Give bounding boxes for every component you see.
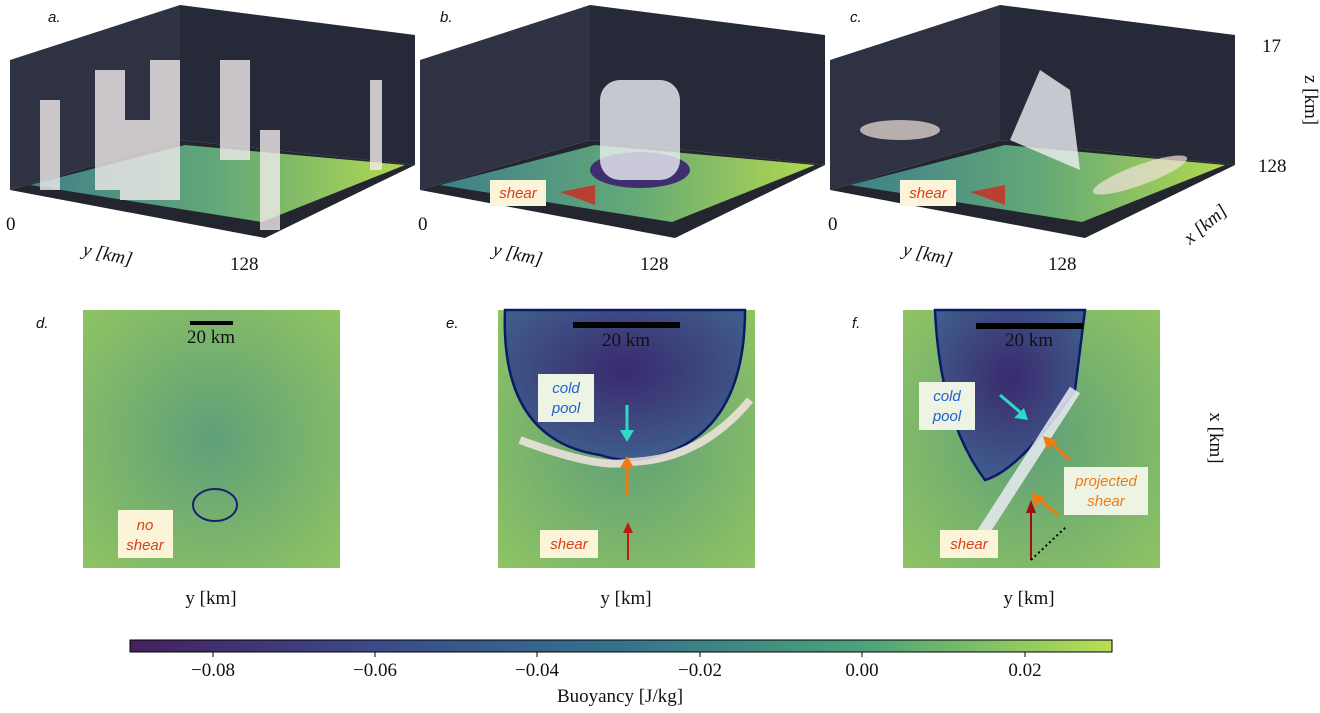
cold-pool: cold [933,388,961,405]
colorbar-label: Buoyancy [J/kg] [557,686,683,707]
axis-label: y [km] [1003,588,1054,609]
panel-label: e. [446,315,459,332]
axis-label: y [km] [600,588,651,609]
cold-pool: cold [552,380,580,397]
colorbar-tick: −0.02 [678,660,722,681]
note-box [490,180,546,206]
annotation: shear [909,185,948,202]
panel-a: a. 0 y [km] 128 [6,5,415,275]
axis-start: 0 [6,214,16,235]
axis-label: y [km] [489,239,544,270]
annotation: shear [499,185,538,202]
axis-start: 0 [418,214,428,235]
colorbar-tick: −0.04 [515,660,559,681]
panel-label: a. [48,9,61,26]
note-box [900,180,956,206]
scale-bar-label: 20 km [602,330,650,351]
annotation: no [137,517,154,534]
panel-label: f. [852,315,860,332]
panel-b: shear b. 0 y [km] 128 [418,5,825,275]
axis-label: y [km] [185,588,236,609]
x-label: x [km] [1179,201,1232,250]
z-label: z [km] [1300,75,1320,125]
panel-d: 20 km no shear d. y [km] [36,310,340,609]
note-box [919,382,975,430]
note-box [940,530,998,558]
colorbar: −0.08 −0.06 −0.04 −0.02 0.00 0.02 Buoyan… [129,639,1113,707]
axis-start: 0 [828,214,838,235]
axis-label: y [km] [79,239,134,270]
annotation: projected [1074,473,1137,490]
annotation: shear [550,536,589,553]
colorbar-tick: −0.06 [353,660,397,681]
scale-bar-label: 20 km [1005,330,1053,351]
panel-label: c. [850,9,862,26]
annotation: shear [950,536,989,553]
right-axis-label: x [km] [1205,412,1226,463]
annotation: shear [126,537,165,554]
axis-end: 128 [1048,254,1077,275]
z-top: 17 [1262,36,1281,57]
colorbar-tick: −0.08 [191,660,235,681]
panel-c: shear c. 0 y [km] 128 17 z [km] 128 x [k… [828,5,1320,275]
note-box [540,530,598,558]
cold-pool: pool [551,400,581,417]
colorbar-tick: 0.00 [845,660,878,681]
panel-label: d. [36,315,49,332]
scale-bar-label: 20 km [187,327,235,348]
note-box [1064,467,1148,515]
cold-pool: pool [932,408,962,425]
panel-e: 20 km cold pool shear e. y [km] [446,308,755,609]
panel-f: 20 km cold pool projected shear shear f.… [852,308,1160,609]
axis-end: 128 [640,254,669,275]
note-box [538,374,594,422]
x-start: 128 [1258,156,1287,177]
axis-label: y [km] [899,239,954,270]
axis-end: 128 [230,254,259,275]
annotation: shear [1087,493,1126,510]
colorbar-tick: 0.02 [1008,660,1041,681]
note-box [118,510,173,558]
panel-label: b. [440,9,453,26]
